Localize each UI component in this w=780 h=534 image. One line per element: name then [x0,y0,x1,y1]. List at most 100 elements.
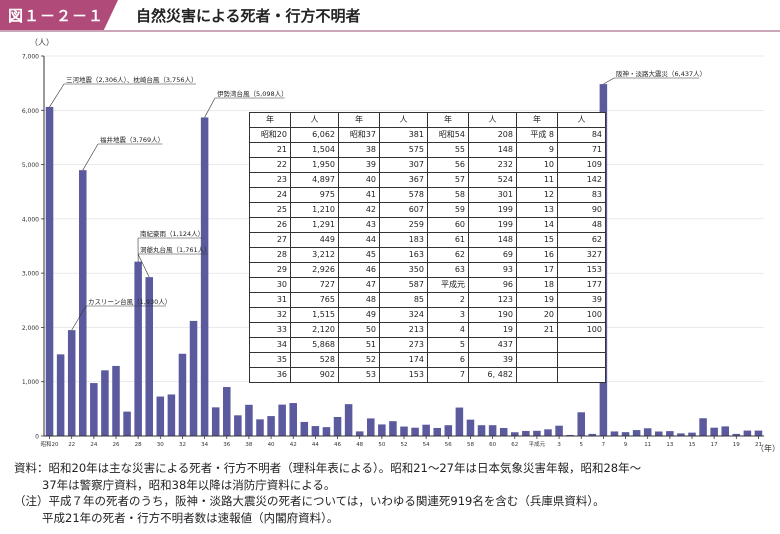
bar-41 [278,404,286,436]
table-cell-persons: 153 [379,367,428,383]
table-cell-persons: 19 [468,322,517,338]
table-cell-persons: 39 [557,292,606,308]
table-cell-persons: 259 [379,217,428,233]
table-cell-persons: 2,926 [290,262,339,278]
chart-annotations: 三河地震（2,306人）、枕崎台風（3,756人） 福井地震（3,769人） 南紀豪… [49,69,706,331]
table-cell-year: 36 [249,367,291,383]
table-cell-persons: 39 [468,352,517,368]
table-cell-persons: 437 [468,337,517,353]
table-cell-year: 19 [516,292,558,308]
y-tick-label: 4,000 [22,216,39,223]
x-tick-label: 58 [467,442,474,448]
y-tick-label: 5,000 [22,162,39,169]
notes: 資料：昭和20年は主な災害による死者・行方不明者（理科年表による）。昭和21～2… [14,460,774,526]
bar-平成18 [721,426,729,436]
bar-62 [511,432,519,436]
bar-平成10 [632,430,641,436]
table-header-persons: 人 [468,112,517,128]
table-cell-persons [557,367,606,383]
table-cell-persons: 232 [468,157,517,173]
table-cell-year: 62 [427,247,469,263]
table-row: 22 1,950 39 307 56 232 10 109 [249,157,606,173]
table-cell-year: 28 [249,247,291,263]
table-cell-year: 27 [249,232,291,248]
table-cell-year: 41 [338,187,380,203]
table-cell-persons: 350 [379,262,428,278]
bar-35 [211,407,220,436]
table-cell-persons: 524 [468,172,517,188]
table-cell-year: 16 [516,247,558,263]
table-cell-year: 63 [427,262,469,278]
table-cell-persons: 307 [379,157,428,173]
x-tick-label: 36 [223,442,230,448]
table-cell-persons: 607 [379,202,428,218]
table-cell-persons: 587 [379,277,428,293]
table-cell-year: 58 [427,187,469,203]
table-cell-year: 13 [516,202,558,218]
annotation-label: 福井地震（3,769人） [100,135,164,144]
x-tick-label: 22 [68,442,75,448]
table-cell-persons: 123 [468,292,517,308]
y-tick-label: 6,000 [22,108,39,115]
table-cell-persons: 5,868 [290,337,339,353]
table-cell-year: 34 [249,337,291,353]
table-cell-persons: 208 [468,127,517,143]
table-cell-year: 40 [338,172,380,188]
table-cell-persons: 381 [379,127,428,143]
table-row: 35 528 52 174 6 39 [249,352,606,368]
table-cell-year: 14 [516,217,558,233]
data-table-body: 昭和20 6,062 昭和37 381 昭和54 208 平成 8 84 21 1,504 38 57… [249,127,606,383]
table-cell-persons: 213 [379,322,428,338]
table-cell-persons: 85 [379,292,428,308]
bar-平成5 [577,412,585,436]
bar-52 [400,426,408,436]
table-row: 23 4,897 40 367 57 524 11 142 [249,172,606,188]
bar-45 [322,427,331,436]
y-tick-label: 0 [35,434,39,441]
table-cell-persons: 163 [379,247,428,263]
y-axis-ticks: 0 1,000 2,000 3,000 4,000 5,000 6,000 7,000 [22,54,44,441]
table-cell-year: 平成元 [427,277,469,293]
table-header-persons: 人 [290,112,339,128]
table-cell-persons: 148 [468,232,517,248]
table-cell-persons: 183 [379,232,428,248]
table-cell-year: 47 [338,277,380,293]
table-cell-persons: 199 [468,217,517,233]
table-cell-persons: 975 [290,187,339,203]
bar-29 [145,277,153,436]
annotation-leader [71,305,87,331]
table-cell-persons: 3,212 [290,247,339,263]
x-tick-label: 昭和20 [41,440,59,448]
table-cell-year: 59 [427,202,469,218]
figure-number-tab: 図１－２－１ [0,0,118,30]
table-header-persons: 人 [379,112,428,128]
table-cell-persons: 199 [468,202,517,218]
table-cell-year: 3 [427,307,469,323]
bar-63 [522,430,530,436]
table-cell-persons: 327 [557,247,606,263]
bar-49 [367,418,375,436]
table-cell-persons: 1,291 [290,217,339,233]
table-cell-year: 2 [427,292,469,308]
bar-55 [433,427,441,436]
bar-30 [156,396,165,436]
annotation-leader [137,253,150,278]
table-row: 29 2,926 46 350 63 93 17 153 [249,262,606,278]
table-cell-year: 38 [338,142,380,158]
table-cell-year: 49 [338,307,380,323]
table-row: 25 1,210 42 607 59 199 13 90 [249,202,606,218]
table-cell-year: 39 [338,157,380,173]
bar-23 [79,170,87,437]
bar-37 [234,415,242,436]
bar-平成11 [643,428,652,436]
bar-21 [56,354,65,436]
table-cell-persons: 578 [379,187,428,203]
bar-39 [256,419,264,436]
annotation-leader [82,143,99,171]
table-cell-persons: 48 [557,217,606,233]
table-cell-year: 61 [427,232,469,248]
bar-平成6 [588,433,597,436]
table-row: 24 975 41 578 58 301 12 83 [249,187,606,203]
bar-28 [134,261,142,436]
table-cell-year: 10 [516,157,558,173]
